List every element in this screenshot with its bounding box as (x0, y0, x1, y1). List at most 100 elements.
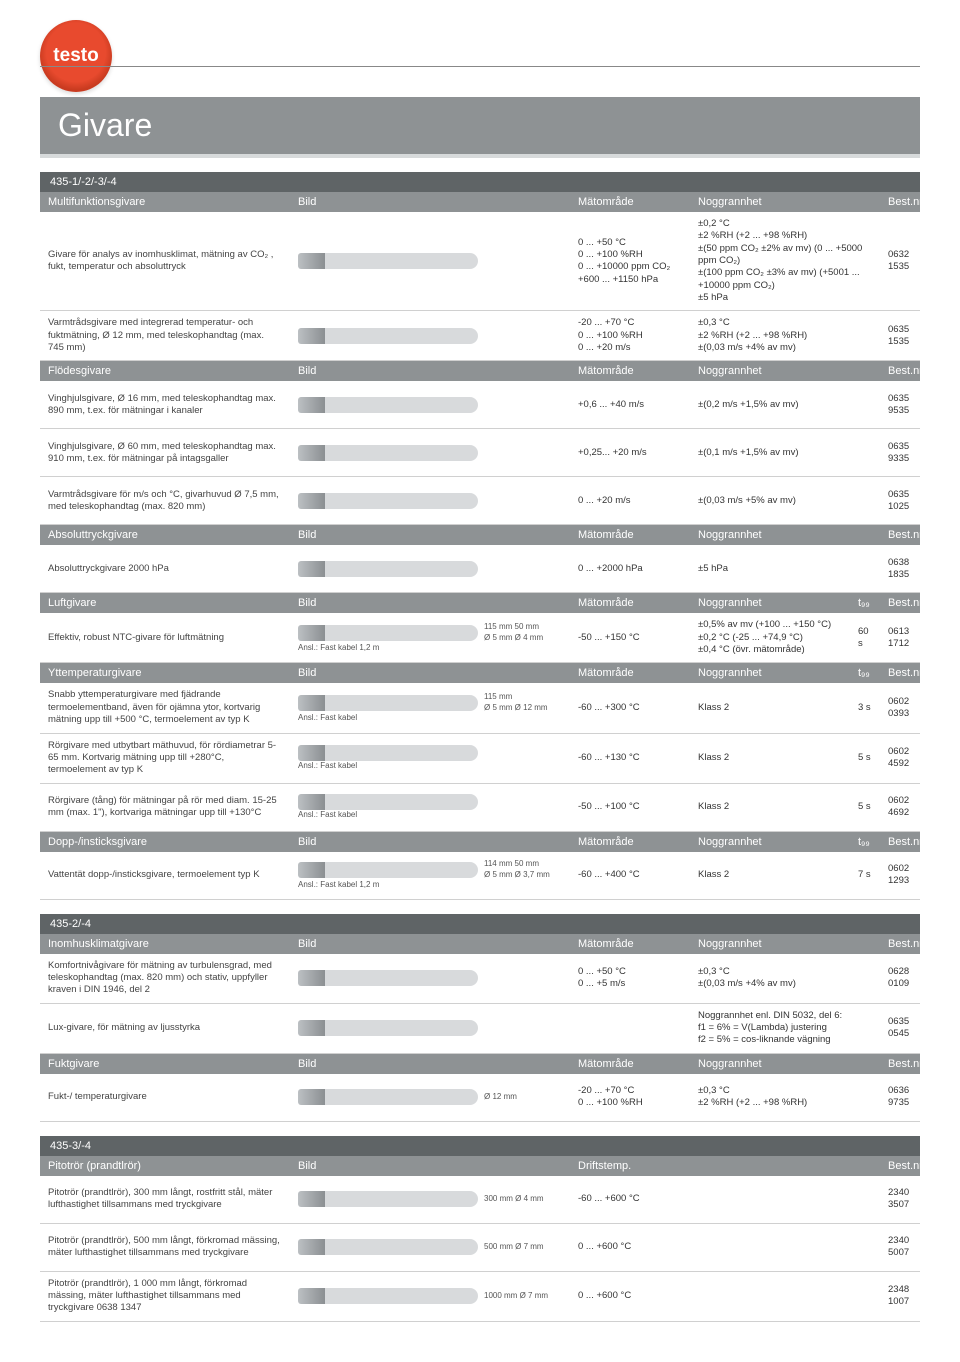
t99-cell: 3 s (850, 696, 880, 720)
brand-logo: testo (40, 20, 112, 92)
t99-cell: 7 s (850, 863, 880, 887)
header-cell: Best.nr (880, 832, 940, 852)
header-cell: Bild (290, 361, 570, 381)
accuracy-cell: Klass 2 (690, 863, 850, 887)
dimensions-label: 114 mm 50 mm Ø 5 mm Ø 3,7 mm (484, 859, 550, 880)
header-cell: Fuktgivare (40, 1054, 290, 1074)
header-cell: Noggrannhet (690, 663, 850, 683)
order-number: 0635 1535 (880, 318, 940, 355)
table-row: Lux-givare, för mätning av ljusstyrka Nog… (40, 1004, 920, 1054)
order-number: 0635 9335 (880, 435, 940, 472)
table-row: Pitotrör (prandtlrör), 500 mm långt, för… (40, 1224, 920, 1272)
header-cell: Noggrannhet (690, 192, 880, 212)
header-cell: Best.nr (880, 593, 940, 613)
header-cell: Best.nr (880, 525, 940, 545)
image-cell: 500 mm Ø 7 mm (290, 1233, 570, 1261)
description-cell: Effektiv, robust NTC-givare för luftmätn… (40, 626, 290, 650)
connection-note: Ansl.: Fast kabel (298, 761, 357, 771)
header-cell: Bild (290, 525, 570, 545)
probe-icon (298, 445, 478, 461)
order-number: 0636 9735 (880, 1079, 940, 1116)
table-row: Komfortnivågivare för mätning av turbule… (40, 954, 920, 1004)
image-cell (290, 964, 570, 992)
order-number: 0628 0109 (880, 960, 940, 997)
table-row: Absoluttryckgivare 2000 hPa0 ... +2000 h… (40, 545, 920, 593)
table-row: Pitotrör (prandtlrör), 300 mm långt, ros… (40, 1176, 920, 1224)
probe-icon (298, 1089, 478, 1105)
category-header: MultifunktionsgivareBildMätområdeNoggran… (40, 192, 920, 212)
table-row: Snabb yttemperaturgivare med fjädrande t… (40, 683, 920, 733)
table-row: Vinghjulsgivare, Ø 16 mm, med teleskopha… (40, 381, 920, 429)
connection-note: Ansl.: Fast kabel (298, 810, 357, 820)
order-number: 0635 9535 (880, 387, 940, 424)
header-cell: Mätområde (570, 934, 690, 954)
range-cell: -20 ... +70 °C 0 ... +100 %RH 0 ... +20 … (570, 311, 690, 360)
order-number: 0632 1535 (880, 243, 940, 280)
dimensions-label: 115 mm 50 mm Ø 5 mm Ø 4 mm (484, 622, 543, 643)
description-cell: Vinghjulsgivare, Ø 16 mm, med teleskopha… (40, 387, 290, 424)
header-cell: Mätområde (570, 361, 690, 381)
order-number: 2348 1007 (880, 1278, 940, 1315)
probe-icon (298, 625, 478, 641)
dimensions-label: Ø 12 mm (484, 1092, 517, 1102)
order-number: 0602 4692 (880, 789, 940, 826)
range-cell: -60 ... +300 °C (570, 696, 690, 720)
image-cell: 114 mm 50 mm Ø 5 mm Ø 3,7 mm Ansl.: Fast … (290, 853, 570, 896)
range-cell: -20 ... +70 °C 0 ... +100 %RH (570, 1079, 690, 1116)
header-cell: Best.nr (880, 934, 940, 954)
image-cell: 300 mm Ø 4 mm (290, 1185, 570, 1213)
dimensions-label: 300 mm Ø 4 mm (484, 1194, 544, 1204)
range-cell: 0 ... +20 m/s (570, 489, 690, 513)
range-cell: -60 ... +130 °C (570, 746, 690, 770)
connection-note: Ansl.: Fast kabel 1,2 m (298, 643, 379, 653)
accuracy-cell: ±0,5% av mv (+100 ... +150 °C) ±0,2 °C (… (690, 613, 850, 662)
header-cell: Noggrannhet (690, 934, 880, 954)
accuracy-cell: Klass 2 (690, 746, 850, 770)
description-cell: Snabb yttemperaturgivare med fjädrande t… (40, 683, 290, 732)
description-cell: Pitotrör (prandtlrör), 500 mm långt, för… (40, 1229, 290, 1266)
header-cell: Mätområde (570, 525, 690, 545)
order-number: 0613 1712 (880, 620, 940, 657)
table-row: Vattentät dopp-/insticksgivare, termoele… (40, 852, 920, 900)
image-cell: 115 mm Ø 5 mm Ø 12 mmAnsl.: Fast kabel (290, 686, 570, 729)
table-row: Rörgivare med utbytbart mäthuvud, för rö… (40, 734, 920, 784)
description-cell: Varmtrådsgivare med integrerad temperatu… (40, 311, 290, 360)
description-cell: Komfortnivågivare för mätning av turbule… (40, 954, 290, 1003)
table-row: Rörgivare (tång) för mätningar på rör me… (40, 784, 920, 832)
order-number: 0602 4592 (880, 740, 940, 777)
dimensions-label: 500 mm Ø 7 mm (484, 1242, 544, 1252)
image-cell (290, 247, 570, 275)
header-cell: Best.nr (880, 1054, 940, 1074)
probe-icon (298, 1288, 478, 1304)
range-cell: +0,6 ... +40 m/s (570, 393, 690, 417)
header-cell: Mätområde (570, 832, 690, 852)
header-cell: Yttemperaturgivare (40, 663, 290, 683)
header-cell: Best.nr (880, 663, 940, 683)
dimensions-label: 1000 mm Ø 7 mm (484, 1291, 548, 1301)
range-cell: -60 ... +600 °C (570, 1187, 880, 1211)
description-cell: Fukt-/ temperaturgivare (40, 1085, 290, 1109)
range-cell (570, 1022, 690, 1034)
accuracy-cell: ±(0,03 m/s +5% av mv) (690, 489, 880, 513)
probe-icon (298, 970, 478, 986)
accuracy-cell: Noggrannhet enl. DIN 5032, del 6: f1 = 6… (690, 1004, 880, 1053)
category-header: FlödesgivareBildMätområdeNoggrannhetBest… (40, 361, 920, 381)
table-row: Fukt-/ temperaturgivare Ø 12 mm -20 ... +7… (40, 1074, 920, 1122)
header-cell: Noggrannhet (690, 593, 850, 613)
header-cell: Dopp-/insticksgivare (40, 832, 290, 852)
accuracy-cell: ±(0,2 m/s +1,5% av mv) (690, 393, 880, 417)
header-cell: Best.nr (880, 1156, 940, 1176)
probe-icon (298, 1239, 478, 1255)
table-row: Varmtrådsgivare med integrerad temperatu… (40, 311, 920, 361)
table-row: Varmtrådsgivare för m/s och °C, givarhuv… (40, 477, 920, 525)
description-cell: Lux-givare, för mätning av ljusstyrka (40, 1016, 290, 1040)
page: testo Givare 435-1/-2/-3/-4Multifunktion… (0, 0, 960, 1362)
category-header: LuftgivareBildMätområdeNoggrannhett₉₉Bes… (40, 593, 920, 613)
probe-icon (298, 862, 478, 878)
image-cell (290, 439, 570, 467)
accuracy-cell: Klass 2 (690, 795, 850, 819)
description-cell: Pitotrör (prandtlrör), 1 000 mm långt, f… (40, 1272, 290, 1321)
table-row: Effektiv, robust NTC-givare för luftmätn… (40, 613, 920, 663)
connection-note: Ansl.: Fast kabel 1,2 m (298, 880, 379, 890)
image-cell: Ø 12 mm (290, 1083, 570, 1111)
